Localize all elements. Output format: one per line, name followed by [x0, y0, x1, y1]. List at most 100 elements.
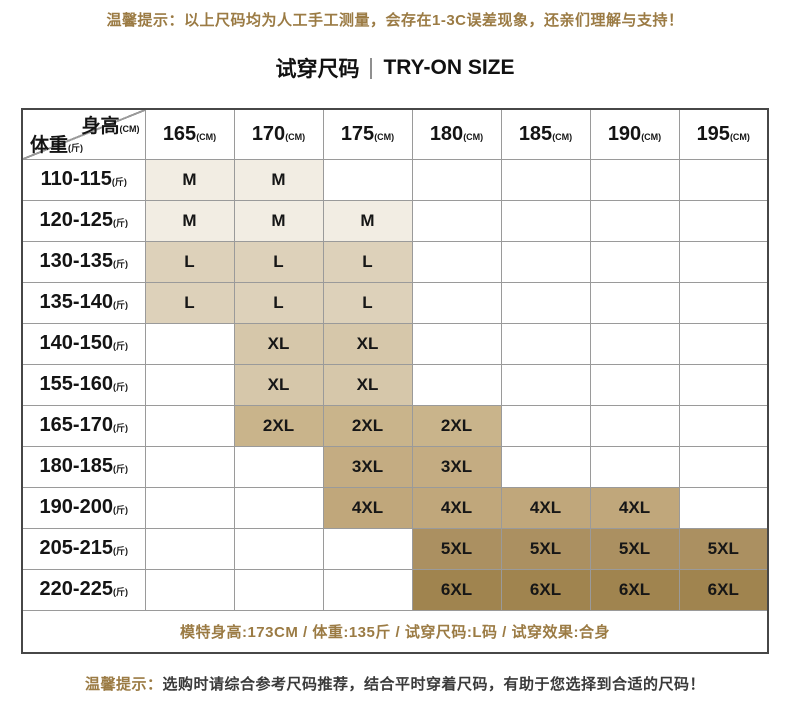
- empty-cell: [500, 158, 591, 201]
- empty-cell: [500, 363, 591, 406]
- empty-cell: [589, 281, 680, 324]
- size-cell-5xl: 5XL: [589, 527, 680, 570]
- bottom-notice: 温馨提示：选购时请综合参考尺码推荐，结合平时穿着尺码，有助于您选择到合适的尺码！: [0, 673, 790, 694]
- size-cell-2xl: 2XL: [233, 404, 324, 447]
- size-cell-xl: XL: [233, 322, 324, 365]
- empty-cell: [322, 158, 413, 201]
- size-cell-5xl: 5XL: [678, 527, 769, 570]
- top-notice: 温馨提示：以上尺码均为人工手工测量，会存在1-3C误差现象，还亲们理解与支持！: [106, 12, 684, 29]
- empty-cell: [233, 445, 324, 488]
- size-chart-table: 身高(CM) 体重(斤) 165(CM) 170(CM) 175(CM) 180(CM…: [21, 108, 769, 654]
- empty-cell: [144, 527, 235, 570]
- empty-cell: [144, 322, 235, 365]
- weight-range-cell: 140-150(斤): [21, 322, 146, 365]
- empty-cell: [144, 363, 235, 406]
- table-row: 205-215(斤) 5XL 5XL 5XL 5XL: [21, 527, 769, 570]
- weight-range-cell: 130-135(斤): [21, 240, 146, 283]
- empty-cell: [500, 199, 591, 242]
- size-cell-l: L: [322, 281, 413, 324]
- weight-range-cell: 205-215(斤): [21, 527, 146, 570]
- height-column-header: 170(CM): [233, 108, 324, 160]
- weight-range-cell: 135-140(斤): [21, 281, 146, 324]
- empty-cell: [411, 281, 502, 324]
- size-cell-2xl: 2XL: [411, 404, 502, 447]
- size-cell-xl: XL: [322, 363, 413, 406]
- empty-cell: [411, 322, 502, 365]
- size-cell-5xl: 5XL: [411, 527, 502, 570]
- table-body: 110-115(斤) M M 120-125(斤) M M M 130-135(斤) L L L 13…: [21, 158, 769, 611]
- height-column-header: 195(CM): [678, 108, 769, 160]
- empty-cell: [411, 363, 502, 406]
- empty-cell: [411, 158, 502, 201]
- empty-cell: [411, 199, 502, 242]
- size-cell-6xl: 6XL: [678, 568, 769, 611]
- empty-cell: [589, 158, 680, 201]
- empty-cell: [500, 404, 591, 447]
- weight-range-cell: 155-160(斤): [21, 363, 146, 406]
- height-column-header: 175(CM): [322, 108, 413, 160]
- size-cell-m: M: [233, 158, 324, 201]
- bottom-notice-text: 选购时请综合参考尺码推荐，结合平时穿着尺码，有助于您选择到合适的尺码！: [162, 676, 706, 693]
- empty-cell: [322, 568, 413, 611]
- height-column-header: 180(CM): [411, 108, 502, 160]
- weight-range-cell: 165-170(斤): [21, 404, 146, 447]
- weight-range-cell: 220-225(斤): [21, 568, 146, 611]
- size-cell-3xl: 3XL: [411, 445, 502, 488]
- weight-axis-label: 体重(斤): [30, 134, 84, 156]
- empty-cell: [589, 445, 680, 488]
- table-row: 135-140(斤) L L L: [21, 281, 769, 324]
- title-divider: [370, 57, 373, 79]
- empty-cell: [678, 158, 769, 201]
- page-title-cn: 试穿尺码: [275, 58, 360, 81]
- empty-cell: [144, 445, 235, 488]
- weight-range-cell: 110-115(斤): [21, 158, 146, 201]
- empty-cell: [144, 404, 235, 447]
- size-cell-6xl: 6XL: [411, 568, 502, 611]
- height-axis-label: 身高(CM): [81, 116, 140, 137]
- header-row: 身高(CM) 体重(斤) 165(CM) 170(CM) 175(CM) 180(CM…: [21, 108, 769, 160]
- weight-range-cell: 180-185(斤): [21, 445, 146, 488]
- empty-cell: [589, 404, 680, 447]
- size-cell-5xl: 5XL: [500, 527, 591, 570]
- empty-cell: [233, 568, 324, 611]
- empty-cell: [678, 404, 769, 447]
- empty-cell: [411, 240, 502, 283]
- empty-cell: [678, 281, 769, 324]
- table-row: 110-115(斤) M M: [21, 158, 769, 201]
- size-cell-4xl: 4XL: [589, 486, 680, 529]
- empty-cell: [322, 527, 413, 570]
- size-cell-2xl: 2XL: [322, 404, 413, 447]
- empty-cell: [500, 445, 591, 488]
- empty-cell: [500, 281, 591, 324]
- empty-cell: [678, 240, 769, 283]
- empty-cell: [678, 445, 769, 488]
- table-row: 190-200(斤) 4XL 4XL 4XL 4XL: [21, 486, 769, 529]
- empty-cell: [144, 486, 235, 529]
- size-cell-4xl: 4XL: [411, 486, 502, 529]
- size-cell-m: M: [233, 199, 324, 242]
- height-column-header: 185(CM): [500, 108, 591, 160]
- empty-cell: [144, 568, 235, 611]
- size-cell-4xl: 4XL: [322, 486, 413, 529]
- page-title-en: TRY-ON SIZE: [383, 56, 515, 79]
- size-cell-l: L: [233, 240, 324, 283]
- height-column-header: 165(CM): [144, 108, 235, 160]
- height-column-header: 190(CM): [589, 108, 680, 160]
- empty-cell: [678, 199, 769, 242]
- weight-range-cell: 120-125(斤): [21, 199, 146, 242]
- size-cell-6xl: 6XL: [500, 568, 591, 611]
- empty-cell: [233, 527, 324, 570]
- size-cell-xl: XL: [233, 363, 324, 406]
- empty-cell: [500, 240, 591, 283]
- size-cell-l: L: [322, 240, 413, 283]
- weight-range-cell: 190-200(斤): [21, 486, 146, 529]
- size-cell-m: M: [322, 199, 413, 242]
- empty-cell: [233, 486, 324, 529]
- size-cell-m: M: [144, 199, 235, 242]
- empty-cell: [589, 322, 680, 365]
- empty-cell: [589, 363, 680, 406]
- size-cell-xl: XL: [322, 322, 413, 365]
- table-row: 130-135(斤) L L L: [21, 240, 769, 283]
- model-info-row: 模特身高:173CM / 体重:135斤 / 试穿尺码:L码 / 试穿效果:合身: [21, 609, 769, 654]
- empty-cell: [678, 363, 769, 406]
